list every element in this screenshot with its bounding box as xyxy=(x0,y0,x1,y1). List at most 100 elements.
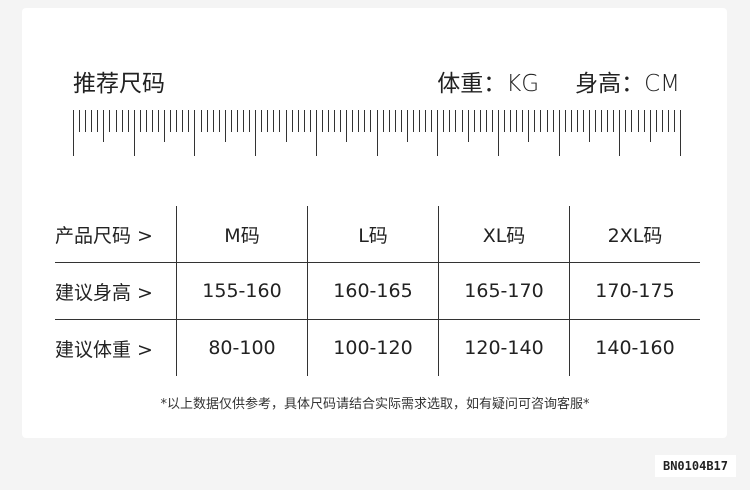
ruler-tick xyxy=(176,110,178,132)
ruler-tick xyxy=(370,110,372,132)
table-cell: 155-160 xyxy=(176,262,308,320)
ruler-tick xyxy=(218,110,220,132)
table-cell: L码 xyxy=(307,206,439,263)
ruler-tick xyxy=(327,110,329,132)
ruler-tick xyxy=(279,110,281,132)
table-cell: 160-165 xyxy=(307,262,439,320)
ruler-tick xyxy=(528,110,530,142)
ruler-tick xyxy=(261,110,263,132)
ruler-tick xyxy=(212,110,214,132)
ruler-tick xyxy=(394,110,396,132)
ruler-tick xyxy=(170,110,172,132)
table-row: 建议体重 > 80-100 100-120 120-140 140-160 xyxy=(55,319,700,376)
ruler-tick xyxy=(206,110,208,132)
table-cell: 2XL码 xyxy=(569,206,700,263)
ruler-tick xyxy=(516,110,518,132)
ruler-tick xyxy=(315,110,317,156)
ruler-tick xyxy=(145,110,147,132)
ruler-tick xyxy=(255,110,257,156)
ruler-tick xyxy=(479,110,481,132)
ruler-tick xyxy=(625,110,627,132)
ruler-tick xyxy=(552,110,554,132)
units-legend: 体重：KG 身高：CM xyxy=(401,64,680,98)
ruler-tick xyxy=(601,110,603,132)
ruler-tick xyxy=(340,110,342,132)
row-label: 产品尺码 > xyxy=(55,224,153,247)
ruler-tick xyxy=(589,110,590,142)
ruler-tick xyxy=(655,110,657,132)
ruler-tick xyxy=(297,110,299,132)
ruler-tick xyxy=(546,110,548,132)
ruler-tick xyxy=(667,110,669,132)
ruler-tick xyxy=(334,110,335,132)
ruler-tick xyxy=(425,110,427,132)
ruler-tick xyxy=(649,110,651,142)
ruler-tick xyxy=(158,110,159,132)
ruler-tick xyxy=(243,110,244,132)
ruler-tick xyxy=(309,110,311,132)
table-cell: 100-120 xyxy=(307,319,439,376)
ruler-tick xyxy=(485,110,487,132)
ruler-tick xyxy=(151,110,153,132)
ruler-tick xyxy=(194,110,196,156)
ruler-tick xyxy=(564,110,566,132)
ruler-tick xyxy=(224,110,226,142)
ruler-tick xyxy=(121,110,123,132)
ruler-tick xyxy=(358,110,360,132)
ruler-tick xyxy=(491,110,493,132)
ruler-tick xyxy=(595,110,596,132)
ruler-tick xyxy=(637,110,639,132)
ruler-tick xyxy=(73,110,74,156)
disclaimer-note: *以上数据仅供参考，具体尺码请结合实际需求选取，如有疑问可咨询客服* xyxy=(160,397,590,412)
ruler-tick xyxy=(431,110,433,132)
ruler-tick xyxy=(303,110,305,132)
table-row: 产品尺码 > M码 L码 XL码 2XL码 xyxy=(55,206,700,263)
ruler-tick xyxy=(291,110,293,132)
ruler-tick xyxy=(461,110,463,132)
ruler-tick xyxy=(473,110,475,132)
ruler-graphic xyxy=(73,110,681,158)
height-unit: 身高：CM xyxy=(575,71,680,97)
weight-unit: 体重：KG xyxy=(437,71,540,97)
product-code: BN0104B17 xyxy=(655,455,736,477)
table-cell: M码 xyxy=(176,206,308,263)
ruler-tick xyxy=(139,110,141,132)
ruler-tick xyxy=(236,110,238,132)
ruler-tick xyxy=(164,110,166,142)
ruler-tick xyxy=(443,110,445,132)
ruler-tick xyxy=(267,110,269,132)
ruler-tick xyxy=(249,110,250,132)
ruler-tick xyxy=(661,110,663,132)
ruler-tick xyxy=(467,110,469,142)
table-cell: 140-160 xyxy=(569,319,700,376)
ruler-tick xyxy=(419,110,420,132)
ruler-tick xyxy=(376,110,378,156)
ruler-tick xyxy=(321,110,323,132)
ruler-tick xyxy=(188,110,190,132)
ruler-tick xyxy=(109,110,111,132)
ruler-tick xyxy=(582,110,584,132)
ruler-tick xyxy=(85,110,87,132)
ruler-tick xyxy=(534,110,536,132)
table-cell: 165-170 xyxy=(438,262,570,320)
table-row: 建议身高 > 155-160 160-165 165-170 170-175 xyxy=(55,262,700,320)
ruler-tick xyxy=(631,110,633,132)
row-label: 建议身高 > xyxy=(55,262,177,320)
ruler-tick xyxy=(285,110,287,142)
ruler-tick xyxy=(570,110,572,132)
ruler-tick xyxy=(497,110,499,156)
ruler-tick xyxy=(504,110,505,132)
ruler-tick xyxy=(273,110,275,132)
ruler-tick xyxy=(115,110,117,132)
ruler-tick xyxy=(127,110,129,132)
ruler-tick xyxy=(673,110,675,132)
ruler-tick xyxy=(680,110,681,156)
size-table: 产品尺码 > M码 L码 XL码 2XL码 建议身高 > 155-160 160… xyxy=(55,206,700,376)
ruler-tick xyxy=(346,110,348,142)
page-title: 推荐尺码 xyxy=(73,71,165,97)
ruler-tick xyxy=(133,110,135,156)
ruler-tick xyxy=(97,110,99,132)
ruler-tick xyxy=(607,110,609,132)
ruler-tick xyxy=(412,110,414,132)
table-cell: 120-140 xyxy=(438,319,570,376)
